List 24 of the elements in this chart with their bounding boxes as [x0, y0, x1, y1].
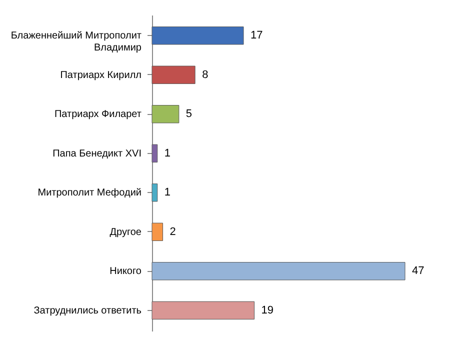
y-tick-label: Митрополит Мефодий: [38, 188, 142, 199]
data-label: 17: [250, 30, 263, 42]
y-tick-label: Патриарх Филарет: [54, 109, 142, 120]
data-label: 2: [170, 226, 176, 238]
data-label: 1: [164, 147, 171, 160]
bar: [152, 301, 255, 320]
bar: [152, 184, 158, 202]
y-tick-label: Другое: [110, 226, 142, 238]
data-label: 1: [164, 186, 171, 199]
y-tick-label: Блаженнейший Митрополит Владимир: [10, 30, 142, 54]
bar: [152, 26, 244, 45]
bar: [152, 222, 164, 241]
y-tick-label: Никого: [110, 266, 142, 278]
y-tick-label: Затруднились ответить: [34, 305, 142, 316]
bar: [152, 66, 196, 84]
bar: [152, 105, 180, 124]
bar: [152, 262, 406, 280]
data-label: 8: [202, 68, 208, 81]
y-tick-label: Патриарх Кирилл: [60, 70, 142, 81]
bar: [152, 144, 158, 162]
data-label: 5: [186, 108, 192, 120]
data-label: 47: [412, 265, 424, 278]
data-label: 19: [261, 304, 274, 316]
y-tick-label: Папа Бенедикт XVI: [52, 148, 142, 160]
